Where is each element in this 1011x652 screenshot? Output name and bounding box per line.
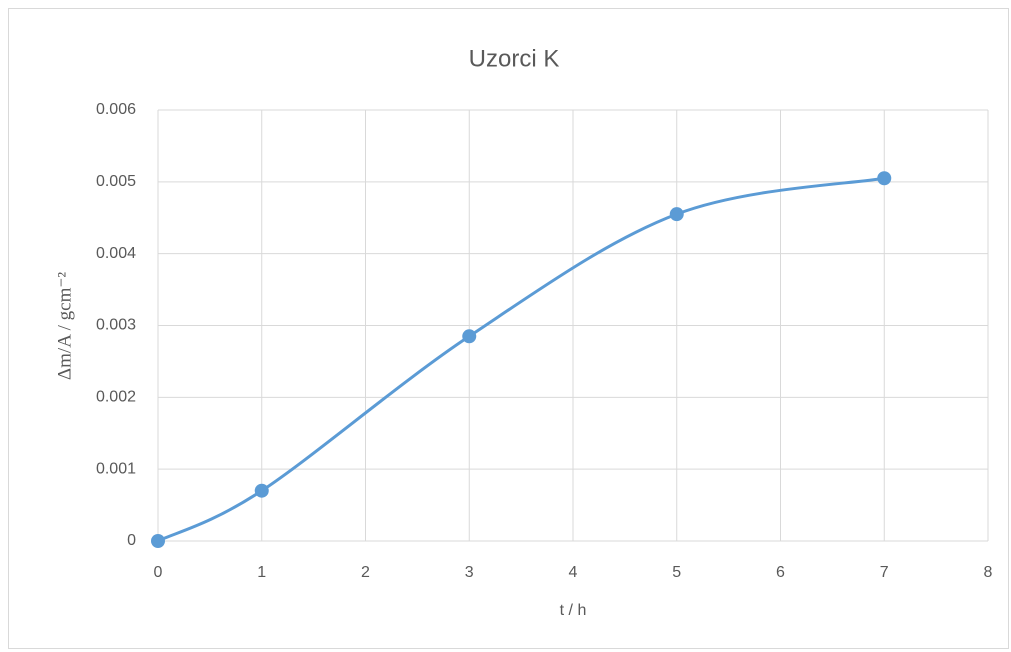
y-tick-label: 0 [127, 532, 136, 549]
y-tick-label: 0.006 [96, 101, 136, 118]
y-tick-label: 0.002 [96, 389, 136, 406]
data-point [877, 171, 892, 186]
x-tick-label: 7 [880, 564, 889, 581]
y-tick-label: 0.003 [96, 317, 136, 334]
x-tick-label: 5 [672, 564, 681, 581]
data-point [151, 534, 165, 548]
y-tick-label: 0.005 [96, 173, 136, 190]
y-tick-label: 0.001 [96, 460, 136, 477]
x-tick-label: 0 [154, 564, 163, 581]
x-axis-label: t / h [560, 602, 587, 619]
chart-border [8, 8, 1009, 649]
data-point [462, 329, 477, 344]
x-tick-label: 6 [776, 564, 785, 581]
x-tick-label: 8 [984, 564, 993, 581]
y-tick-label: 0.004 [96, 245, 136, 262]
chart-title: Uzorci K [469, 45, 560, 72]
series-line [157, 176, 885, 543]
x-tick-label: 2 [361, 564, 370, 581]
y-axis-label: Δm/A / gcm⁻² [54, 272, 75, 380]
x-tick-label: 4 [569, 564, 578, 581]
x-tick-label: 1 [257, 564, 266, 581]
data-point [254, 483, 269, 498]
x-tick-label: 3 [465, 564, 474, 581]
data-point [669, 207, 684, 222]
